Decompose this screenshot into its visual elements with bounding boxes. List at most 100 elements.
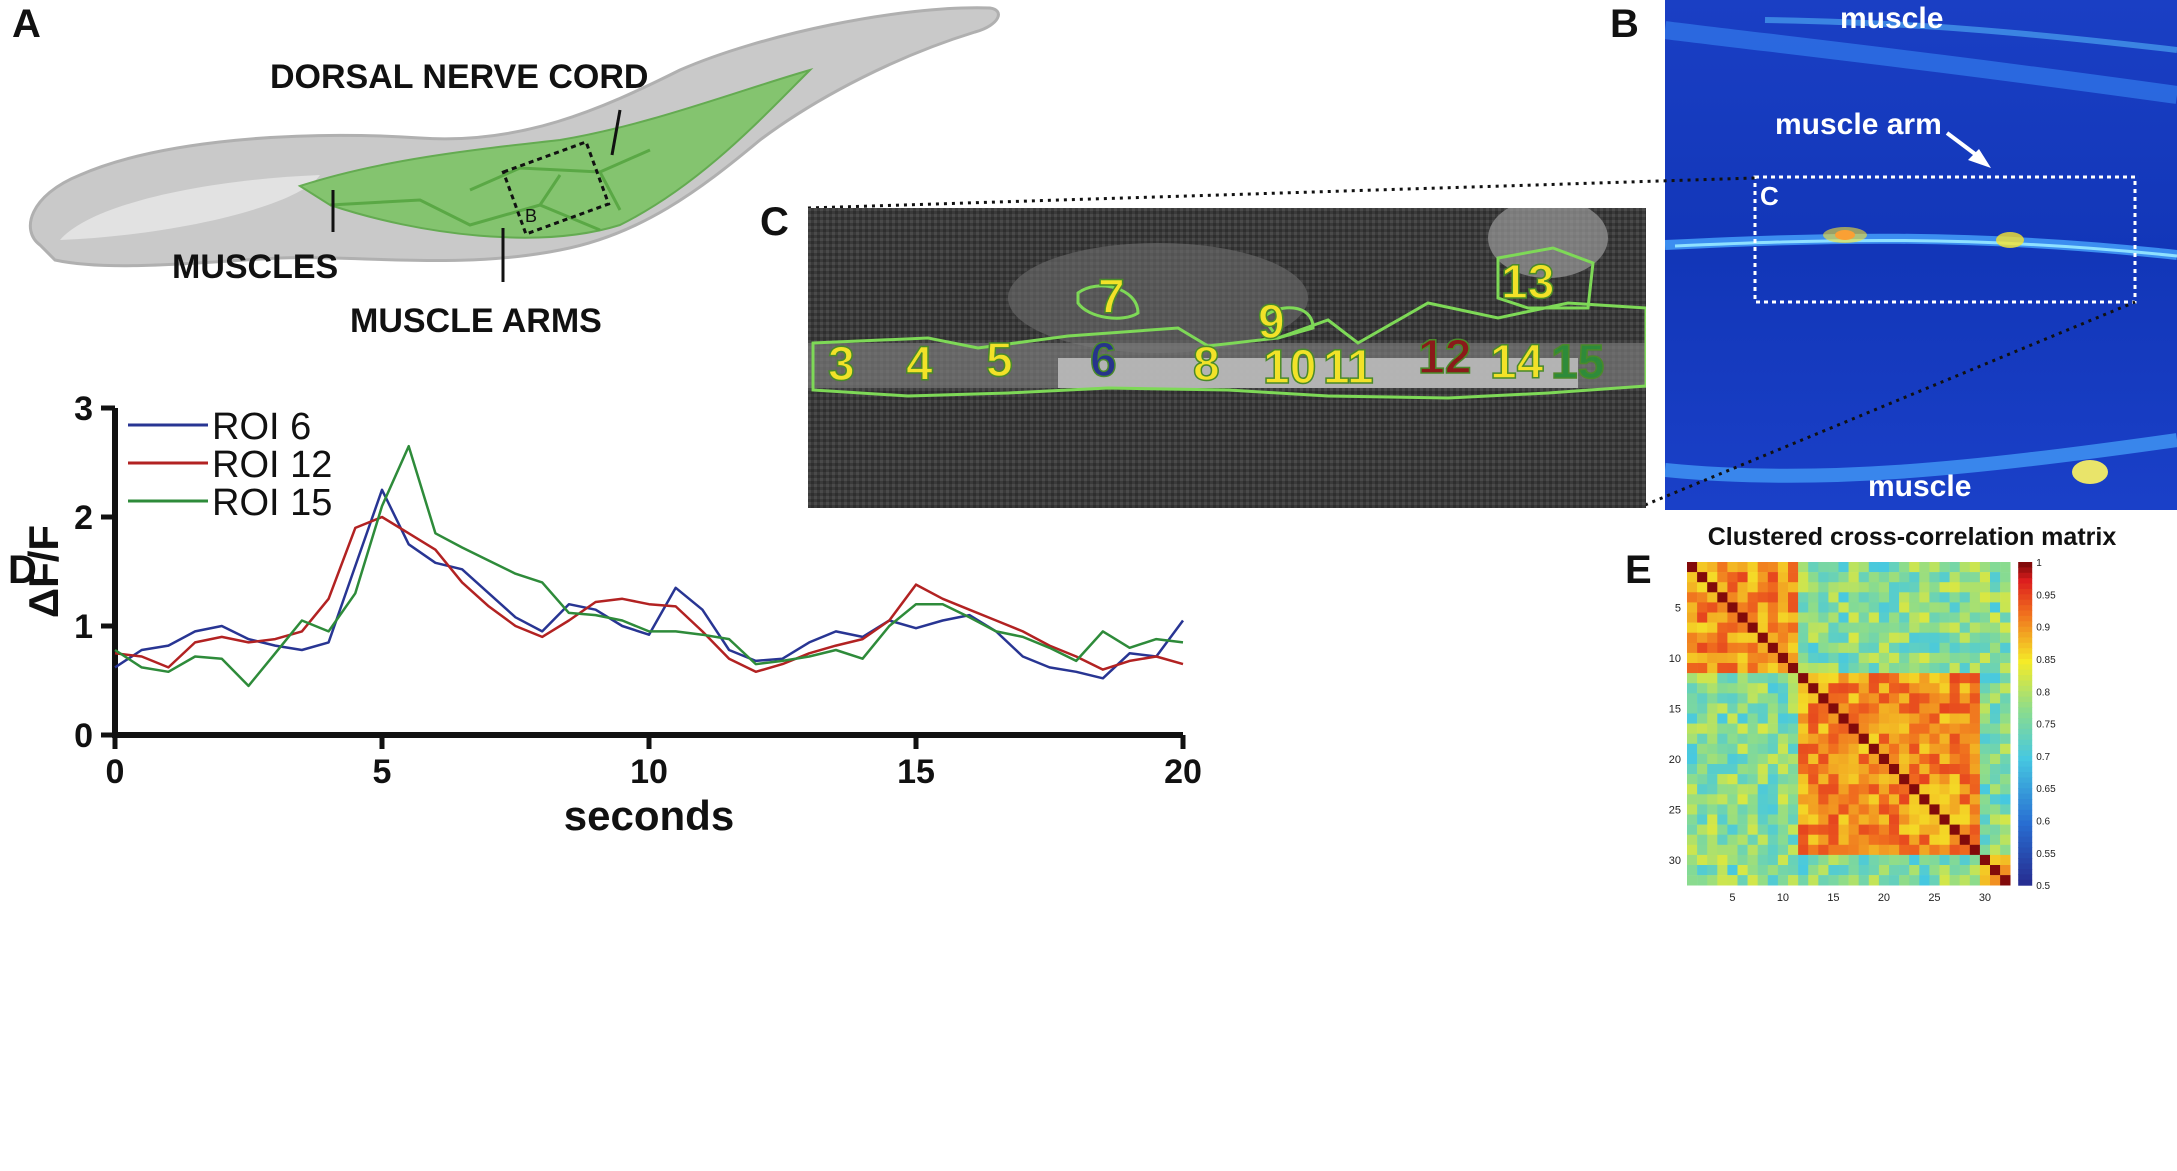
heatmap-cell	[1747, 703, 1758, 714]
heatmap-cell	[1939, 582, 1950, 593]
heatmap-cell	[1899, 592, 1910, 603]
heatmap-cell	[1909, 673, 1920, 684]
heatmap-cell	[1909, 814, 1920, 825]
heatmap-cell	[1939, 652, 1950, 664]
heatmap-cell	[1979, 764, 1991, 775]
heatmap-cell	[1899, 703, 1910, 714]
heatmap-cell	[1919, 562, 1930, 573]
colorbar-tick-label: 0.85	[2036, 655, 2056, 666]
heatmap-cell	[1737, 784, 1748, 795]
heatmap-cell	[1969, 875, 1981, 886]
heatmap-cell	[1777, 764, 1789, 775]
heatmap-cell	[1727, 844, 1738, 856]
heatmap-cell	[1848, 723, 1859, 734]
heatmap-cell	[1798, 562, 1809, 573]
heatmap-cell	[1838, 713, 1849, 724]
heatmap-cell	[1868, 673, 1880, 684]
heatmap-cell	[1727, 562, 1738, 573]
heatmap-cell	[1687, 713, 1698, 724]
heatmap-cell	[1818, 663, 1829, 674]
heatmap-cell	[1899, 764, 1910, 775]
heatmap-cell	[1990, 794, 2001, 805]
heatmap-cell	[1777, 572, 1789, 583]
heatmap-cell	[1838, 723, 1849, 734]
heatmap-cell	[1858, 844, 1870, 856]
heatmap-cell	[1818, 572, 1829, 583]
heatmap-cell	[1697, 774, 1708, 785]
heatmap-cell	[1818, 875, 1829, 886]
heatmap-cell	[1737, 774, 1748, 785]
heatmap-cell	[1909, 824, 1920, 835]
heatmap-cell	[1697, 602, 1708, 613]
heatmap-cell	[1929, 784, 1940, 795]
heatmap-cell	[1889, 673, 1900, 684]
heatmap-cell	[1727, 622, 1738, 633]
heatmap-cell	[2000, 865, 2011, 876]
heatmap-cell	[1767, 733, 1779, 745]
heatmap-cell	[1909, 693, 1920, 704]
heatmap-cell	[1848, 764, 1859, 775]
colorbar-segment	[2018, 578, 2033, 585]
heatmap-cell	[1747, 844, 1758, 856]
heatmap-cell	[1858, 693, 1870, 704]
heatmap-cell	[2000, 774, 2011, 785]
heatmap-cell	[1798, 602, 1809, 613]
heatmap-cell	[1727, 753, 1738, 765]
heatmap-cell	[1969, 612, 1981, 623]
heatmap-cell	[1868, 865, 1880, 876]
colorbar-segment	[2018, 874, 2033, 881]
heatmap-cell	[1747, 642, 1758, 654]
heatmap-cell	[1788, 562, 1799, 573]
heatmap-cell	[1727, 794, 1738, 805]
heatmap-cell	[1767, 582, 1779, 593]
heatmap-cell	[1889, 703, 1900, 714]
heatmap-cell	[1949, 875, 1960, 886]
heatmap-cell	[1798, 582, 1809, 593]
heatmap-cell	[1990, 764, 2001, 775]
heatmap-cell	[1747, 632, 1758, 644]
heatmap-cell	[1757, 582, 1769, 593]
heatmap-cell	[1697, 673, 1708, 684]
heatmap-cell	[1697, 683, 1708, 694]
heatmap-cell	[1959, 713, 1971, 724]
heatmap-cell	[1939, 804, 1950, 815]
heatmap-cell	[1818, 713, 1829, 724]
heatmap-cell	[1858, 824, 1870, 835]
heatmap-cell	[1969, 723, 1981, 734]
heatmap-cell	[1889, 572, 1900, 583]
heatmap-cell	[1777, 592, 1789, 603]
heatmap-cell	[1808, 774, 1819, 785]
heatmap-cell	[1788, 753, 1799, 765]
heatmap-cell	[1889, 854, 1900, 866]
heatmap-cell	[1959, 582, 1971, 593]
heatmap-cell	[1899, 865, 1910, 876]
heatmap-cell	[1727, 824, 1738, 835]
heatmap-cell	[1717, 582, 1728, 593]
heatmap-cell	[1798, 592, 1809, 603]
heatmap-cell	[1889, 642, 1900, 654]
heatmap-cell	[1808, 814, 1819, 825]
heatmap-cell	[1899, 844, 1910, 856]
heatmap-cell	[1969, 764, 1981, 775]
heatmap-cell	[1737, 612, 1748, 623]
heatmap-cell	[1979, 834, 1991, 846]
heatmap-cell	[1767, 602, 1779, 613]
heatmap-cell	[1808, 753, 1819, 765]
heatmap-cell	[1788, 602, 1799, 613]
heatmap-cell	[1949, 804, 1960, 815]
worm-schematic: B DORSAL NERVE CORD MUSCLES MUSCLE ARMS	[29, 6, 1000, 340]
heatmap-cell	[2000, 723, 2011, 734]
colorbar-tick-label: 0.6	[2036, 817, 2050, 828]
heatmap-cell	[1909, 703, 1920, 714]
heatmap-cell	[1737, 733, 1748, 745]
heatmap-cell	[1737, 562, 1748, 573]
heatmap-cell	[1717, 723, 1728, 734]
heatmap-cell	[1858, 703, 1870, 714]
colorbar-segment	[2018, 728, 2033, 735]
y-tick-label: 1	[74, 608, 93, 646]
colorbar-tick-label: 0.95	[2036, 590, 2056, 601]
heatmap-cell	[1717, 602, 1728, 613]
heatmap-cell	[1858, 834, 1870, 846]
heatmap-cell	[1697, 713, 1708, 724]
heatmap-cell	[1818, 622, 1829, 633]
